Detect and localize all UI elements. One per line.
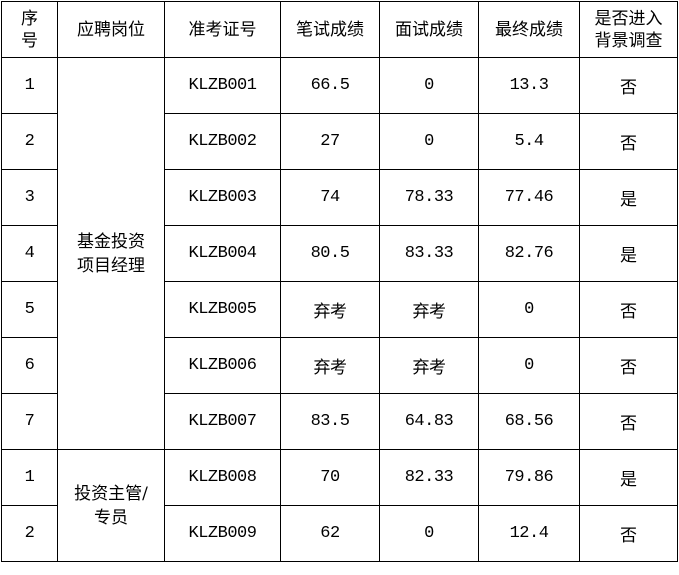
cell-written: 弃考 [280,281,380,338]
table-row: 5 KLZB005 弃考 弃考 0 否 [1,281,678,338]
cell-seq: 1 [1,449,58,506]
table-row: 1 基金投资 项目经理 KLZB001 66.5 0 13.3 否 [1,57,678,450]
cell-exam-id: KLZB006 [164,337,281,394]
cell-final: 82.76 [478,225,580,282]
cell-position: 基金投资 项目经理 [57,57,165,450]
header-seq-line1: 序 [21,8,38,29]
cell-background-check: 是 [579,449,678,506]
header-background-check: 是否进入 背景调查 [579,1,678,58]
cell-final: 12.4 [478,505,580,562]
cell-seq: 4 [1,225,58,282]
cell-final: 68.56 [478,393,580,450]
cell-interview: 0 [379,113,479,170]
table-row: 4 KLZB004 80.5 83.33 82.76 是 [1,225,678,282]
header-final: 最终成绩 [478,1,580,58]
cell-exam-id: KLZB005 [164,281,281,338]
cell-seq: 7 [1,393,58,450]
cell-written: 弃考 [280,337,380,394]
cell-background-check: 否 [579,57,678,114]
cell-seq: 3 [1,169,58,226]
header-seq-line2: 号 [21,30,38,51]
cell-interview: 0 [379,505,479,562]
cell-exam-id: KLZB001 [164,57,281,114]
cell-exam-id: KLZB003 [164,169,281,226]
cell-background-check: 否 [579,505,678,562]
cell-written: 80.5 [280,225,380,282]
cell-seq: 2 [1,113,58,170]
header-row: 序号 应聘岗位 准考证号 笔试成绩 面试成绩 最终成绩 是否进入 背景调查 [1,1,678,58]
header-interview: 面试成绩 [379,1,479,58]
cell-seq: 5 [1,281,58,338]
cell-background-check: 否 [579,393,678,450]
cell-final: 77.46 [478,169,580,226]
cell-interview: 弃考 [379,337,479,394]
cell-position: 投资主管/专员 [57,449,165,562]
table-row: 2 KLZB009 62 0 12.4 否 [1,505,678,562]
cell-exam-id: KLZB008 [164,449,281,506]
cell-exam-id: KLZB007 [164,393,281,450]
cell-exam-id: KLZB002 [164,113,281,170]
cell-written: 27 [280,113,380,170]
position-line1: 投资主管/ [74,483,148,504]
position-line1: 基金投资 [77,231,145,252]
position-line2: 专员 [94,507,128,528]
table-row: 1 投资主管/专员 KLZB008 70 82.33 79.86 是 [1,449,678,562]
table-row: 7 KLZB007 83.5 64.83 68.56 否 [1,393,678,450]
header-bg-line2: 背景调查 [594,30,663,51]
header-written: 笔试成绩 [280,1,380,58]
cell-written: 70 [280,449,380,506]
cell-background-check: 否 [579,281,678,338]
cell-written: 66.5 [280,57,380,114]
cell-written: 62 [280,505,380,562]
cell-final: 0 [478,281,580,338]
cell-exam-id: KLZB004 [164,225,281,282]
cell-final: 5.4 [478,113,580,170]
cell-seq: 6 [1,337,58,394]
cell-written: 74 [280,169,380,226]
cell-final: 79.86 [478,449,580,506]
table-row: 2 KLZB002 27 0 5.4 否 [1,113,678,170]
cell-background-check: 否 [579,337,678,394]
table-row: 6 KLZB006 弃考 弃考 0 否 [1,337,678,394]
cell-background-check: 是 [579,169,678,226]
cell-background-check: 否 [579,113,678,170]
cell-interview: 64.83 [379,393,479,450]
cell-background-check: 是 [579,225,678,282]
header-seq: 序号 [1,1,58,58]
cell-interview: 83.33 [379,225,479,282]
header-exam-id: 准考证号 [164,1,281,58]
header-position: 应聘岗位 [57,1,165,58]
cell-interview: 78.33 [379,169,479,226]
cell-interview: 82.33 [379,449,479,506]
cell-seq: 2 [1,505,58,562]
header-bg-line1: 是否进入 [594,8,663,29]
cell-final: 13.3 [478,57,580,114]
cell-interview: 0 [379,57,479,114]
cell-seq: 1 [1,57,58,114]
cell-final: 0 [478,337,580,394]
cell-interview: 弃考 [379,281,479,338]
cell-written: 83.5 [280,393,380,450]
cell-exam-id: KLZB009 [164,505,281,562]
position-line2: 项目经理 [77,255,145,276]
